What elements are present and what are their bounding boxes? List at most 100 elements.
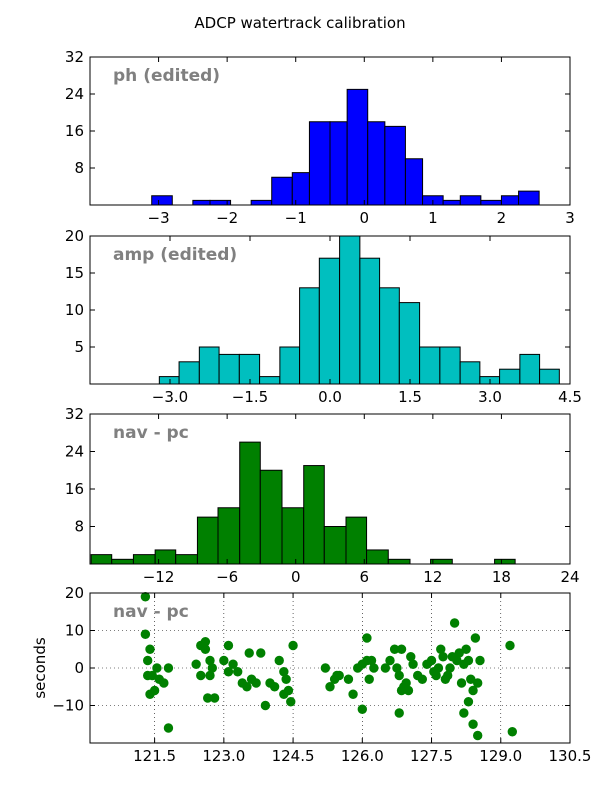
x-tick-label: 127.5 <box>410 747 453 765</box>
x-tick-label: −3.0 <box>152 388 188 406</box>
scatter-point <box>408 659 418 669</box>
scatter-point <box>145 644 155 654</box>
x-tick-label: 4.5 <box>558 388 582 406</box>
histogram-bar <box>499 368 521 385</box>
scatter-point <box>149 685 160 696</box>
scatter-point <box>260 700 271 711</box>
histogram-bar <box>404 158 424 206</box>
x-tick-label: 123.0 <box>202 747 245 765</box>
panel-label: nav - pc <box>113 423 189 443</box>
x-tick-label: 126.0 <box>341 747 384 765</box>
scatter-point <box>426 655 437 666</box>
histogram-bar <box>367 121 386 206</box>
histogram-bar <box>323 526 347 565</box>
scatter-point <box>325 682 335 692</box>
scatter-point <box>449 618 460 628</box>
y-tick-label: 8 <box>74 518 84 536</box>
x-tick-label: 1 <box>428 209 438 227</box>
y-tick-label: 16 <box>65 122 84 140</box>
scatter-point <box>219 655 229 666</box>
scatter-point <box>463 697 474 707</box>
histogram-bar <box>366 549 389 565</box>
scatter-point <box>475 655 485 666</box>
histogram-bar <box>238 353 261 385</box>
x-tick-label: 124.5 <box>272 747 315 765</box>
y-tick-label: 5 <box>74 338 84 356</box>
x-tick-label: −12 <box>143 568 175 586</box>
histogram-bar <box>132 554 156 565</box>
x-tick-label: 0 <box>360 209 370 227</box>
scatter-point <box>433 663 444 673</box>
histogram-bar <box>259 469 283 565</box>
x-tick-label: 1.5 <box>398 388 422 406</box>
histogram-bar <box>419 346 441 385</box>
scatter-point <box>140 592 151 602</box>
x-tick-label: 0.0 <box>318 388 342 406</box>
scatter-point <box>279 667 289 677</box>
histogram-bar <box>217 507 241 565</box>
histogram-bar <box>500 195 520 206</box>
y-tick-label: 0 <box>74 659 84 677</box>
chart-panel-1: −3 −2 −1 0 1 2 3 8 16 24 32 ph (edited) <box>65 48 575 227</box>
y-tick-label: 16 <box>65 480 84 498</box>
scatter-point <box>472 678 483 688</box>
chart-panel-4: 121.5 123.0 124.5 126.0 127.5 129.0 130.5 −10 0 1… <box>31 584 591 765</box>
panel-label: nav - pc <box>113 602 189 622</box>
scatter-point <box>472 730 483 741</box>
y-tick-label: 24 <box>65 85 84 103</box>
y-tick-label: 15 <box>65 264 84 282</box>
histogram-bar <box>442 199 461 206</box>
x-tick-label: 18 <box>492 568 511 586</box>
scatter-point <box>200 644 211 654</box>
histogram-bar <box>339 235 361 385</box>
scatter-point <box>417 674 428 684</box>
scatter-point <box>380 663 391 673</box>
histogram-bar <box>151 195 173 206</box>
x-tick-label: 121.5 <box>133 747 176 765</box>
x-tick-label: −6 <box>216 568 238 586</box>
histogram-bar <box>198 346 220 385</box>
chart-panel-2: −3.0 −1.5 0.0 1.5 3.0 4.5 5 10 15 20 amp (edited) <box>65 227 582 406</box>
histogram-bar <box>218 353 240 385</box>
scatter-point <box>140 629 151 639</box>
scatter-point <box>468 719 478 729</box>
histogram-bar <box>90 554 113 565</box>
scatter-point <box>320 663 331 673</box>
x-tick-label: 130.5 <box>549 747 592 765</box>
x-tick-label: 3 <box>565 209 575 227</box>
histogram-bar <box>175 554 198 565</box>
scatter-point <box>223 667 234 677</box>
y-tick-label: 10 <box>65 622 84 640</box>
histogram-bar <box>329 121 348 206</box>
y-tick-label: 32 <box>65 405 84 423</box>
scatter-point <box>463 655 474 666</box>
histogram-bar <box>281 507 305 565</box>
x-tick-label: −2 <box>216 209 238 227</box>
histogram-bar <box>196 516 219 565</box>
scatter-point <box>163 723 174 733</box>
histogram-bar <box>259 376 281 385</box>
scatter-point <box>159 678 169 688</box>
scatter-point <box>283 685 294 696</box>
histogram-bar <box>387 558 411 565</box>
scatter-point <box>205 670 215 681</box>
scatter-point <box>348 689 358 699</box>
histogram-bar <box>518 190 540 206</box>
histogram-bar <box>291 172 310 206</box>
histogram-bar <box>379 287 400 385</box>
histogram-bar <box>303 465 325 565</box>
histogram-bar <box>308 121 331 206</box>
y-axis-label: seconds <box>31 637 49 698</box>
scatter-point <box>163 663 174 673</box>
histogram-bar <box>384 125 406 206</box>
histogram-bar <box>459 195 482 206</box>
scatter-point <box>232 667 243 677</box>
scatter-point <box>505 640 515 651</box>
scatter-point <box>470 633 481 643</box>
scatter-point <box>251 678 261 688</box>
scatter-point <box>196 670 206 681</box>
scatter-point <box>152 663 162 673</box>
histogram-bar <box>239 441 261 565</box>
